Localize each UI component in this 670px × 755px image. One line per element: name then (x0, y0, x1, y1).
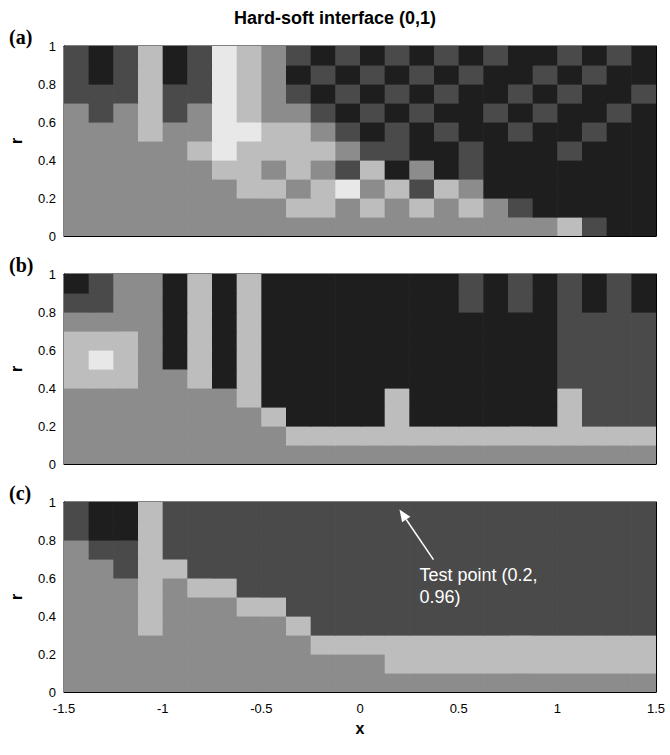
svg-text:0.6: 0.6 (38, 571, 56, 586)
svg-text:0: 0 (49, 457, 56, 472)
svg-text:(c): (c) (9, 482, 31, 505)
svg-text:0: 0 (356, 701, 363, 716)
svg-text:Test point (0.2,: Test point (0.2, (419, 565, 537, 585)
svg-text:0.4: 0.4 (38, 609, 56, 624)
svg-text:-1.5: -1.5 (53, 701, 75, 716)
svg-text:1.5: 1.5 (647, 701, 665, 716)
svg-text:x: x (356, 720, 365, 737)
svg-text:1: 1 (49, 267, 56, 282)
svg-text:0.6: 0.6 (38, 115, 56, 130)
svg-text:0.2: 0.2 (38, 647, 56, 662)
svg-text:0.2: 0.2 (38, 419, 56, 434)
svg-text:1: 1 (49, 39, 56, 54)
svg-text:-1: -1 (157, 701, 169, 716)
svg-text:0.8: 0.8 (38, 533, 56, 548)
svg-text:0.6: 0.6 (38, 343, 56, 358)
svg-text:0.4: 0.4 (38, 153, 56, 168)
svg-text:r: r (8, 366, 25, 372)
svg-text:0.5: 0.5 (450, 701, 468, 716)
svg-text:-0.5: -0.5 (250, 701, 272, 716)
svg-text:0.4: 0.4 (38, 381, 56, 396)
svg-text:0.8: 0.8 (38, 77, 56, 92)
svg-text:0.8: 0.8 (38, 305, 56, 320)
svg-text:(b): (b) (9, 254, 33, 277)
svg-text:1: 1 (554, 701, 561, 716)
svg-text:1: 1 (49, 495, 56, 510)
svg-text:(a): (a) (9, 26, 32, 49)
svg-text:r: r (8, 594, 25, 600)
svg-text:r: r (8, 138, 25, 144)
svg-text:0: 0 (49, 229, 56, 244)
svg-text:0.96): 0.96) (419, 587, 460, 607)
svg-text:Hard-soft interface (0,1): Hard-soft interface (0,1) (234, 8, 436, 28)
svg-text:0.2: 0.2 (38, 191, 56, 206)
svg-text:0: 0 (49, 685, 56, 700)
